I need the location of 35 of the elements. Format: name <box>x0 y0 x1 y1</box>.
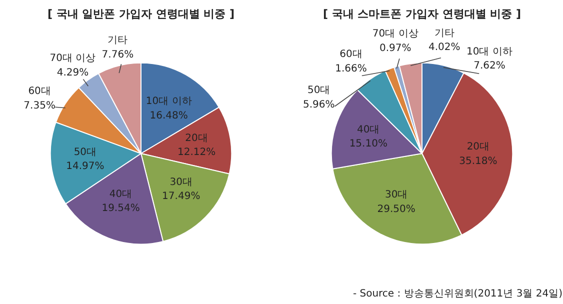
data-label: 29.50% <box>377 204 416 216</box>
slice-label: 30대 <box>170 176 192 188</box>
slice-label: 기타 <box>434 28 454 39</box>
data-label: 4.02% <box>428 42 460 54</box>
slice-label: 50대 <box>74 146 97 158</box>
data-label: 4.29% <box>56 67 89 78</box>
data-label: 7.76% <box>102 50 134 61</box>
slice-label: 20대 <box>466 142 490 153</box>
slice-label: 50대 <box>308 85 330 96</box>
data-label: 15.10% <box>349 138 388 150</box>
slice-label: 30대 <box>384 190 408 201</box>
data-label: 19.54% <box>102 203 140 214</box>
slice-label: 40대 <box>109 188 132 200</box>
data-label: 16.48% <box>150 110 188 122</box>
data-label: 35.18% <box>459 156 498 167</box>
slice-label: 기타 <box>108 35 128 46</box>
data-label: 12.12% <box>177 147 216 158</box>
text: - Source : 방송통신위원회(2011년 3월 24일) <box>352 288 563 300</box>
data-label: 5.96% <box>302 99 335 110</box>
data-label: 7.35% <box>24 100 56 112</box>
slice-label: 70대 이상 <box>372 28 418 40</box>
slice-label: 60대 <box>340 48 362 60</box>
slice-label: 70대 이상 <box>50 53 96 64</box>
chart-title: [ 국내 일반폰 가입자 연령대별 비중 ] <box>47 8 235 20</box>
slice-label: 20대 <box>185 132 208 144</box>
slice-label: 10대 이하 <box>146 96 192 108</box>
slice-label: 60대 <box>28 86 51 98</box>
data-label: 7.62% <box>474 60 506 72</box>
slice-label: 10대 이하 <box>466 46 512 58</box>
data-label: 14.97% <box>66 161 104 172</box>
slice-label: 40대 <box>357 124 380 136</box>
data-label: 17.49% <box>162 191 200 202</box>
data-label: 0.97% <box>379 42 412 54</box>
data-label: 1.66% <box>335 63 367 74</box>
chart-title: [ 국내 스마트폰 가입자 연령대별 비중 ] <box>322 8 522 20</box>
